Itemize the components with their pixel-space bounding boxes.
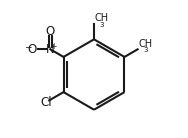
Text: CH: CH [95, 14, 109, 23]
Text: O: O [46, 25, 55, 38]
Text: O: O [27, 43, 37, 56]
Text: N: N [46, 43, 55, 56]
Text: 3: 3 [100, 22, 104, 28]
Text: 3: 3 [143, 47, 148, 53]
Text: −: − [24, 42, 32, 51]
Text: CH: CH [138, 39, 152, 49]
Text: Cl: Cl [40, 96, 52, 109]
Text: +: + [50, 42, 56, 51]
